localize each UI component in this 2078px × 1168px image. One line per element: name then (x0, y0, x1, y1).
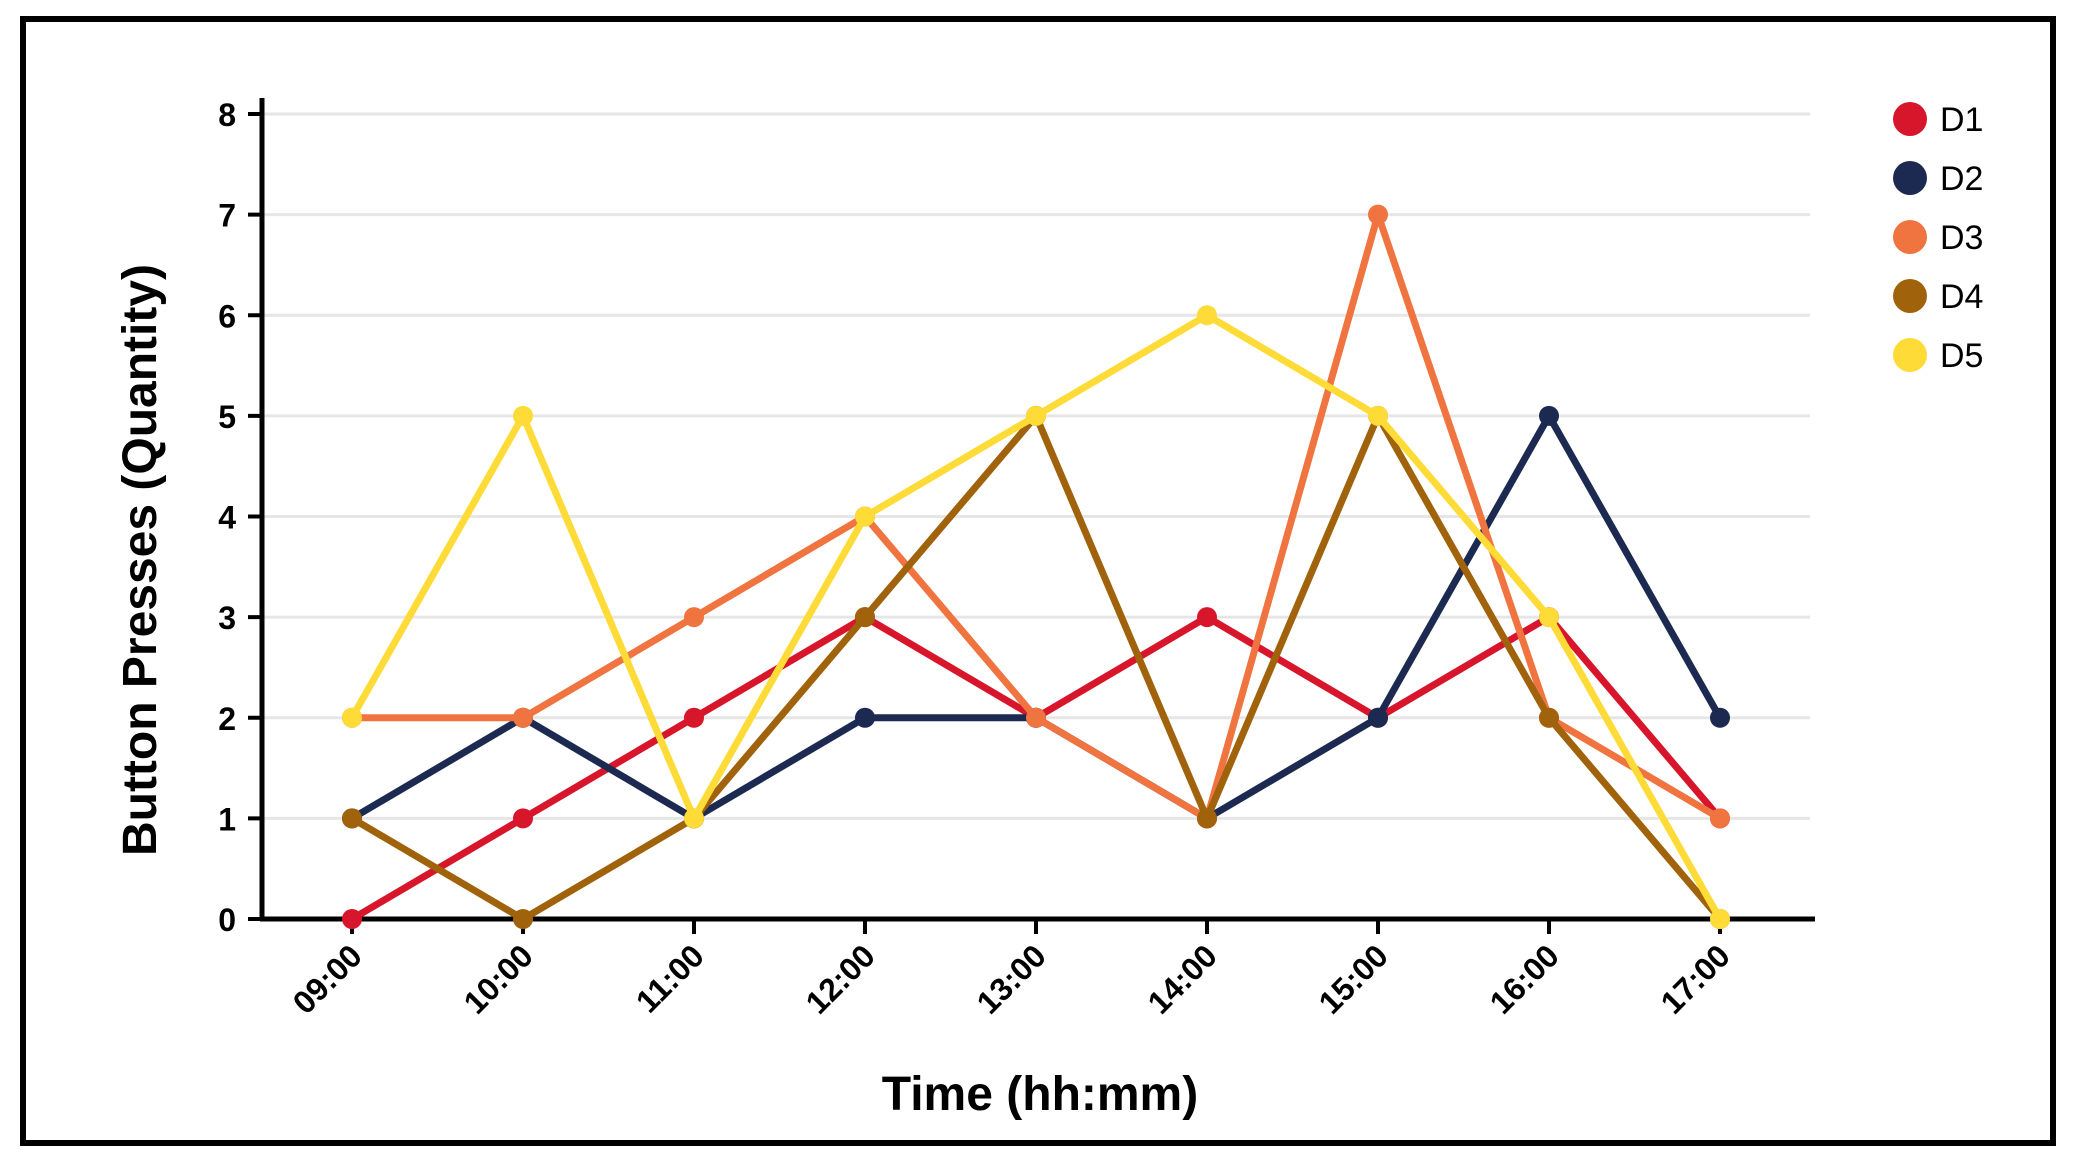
x-tick-label: 14:00 (1141, 937, 1224, 1020)
data-series (342, 204, 1730, 929)
data-point-d4 (342, 808, 362, 829)
y-tick-label: 3 (218, 600, 236, 636)
y-tick-label: 5 (218, 399, 236, 435)
y-tick-label: 1 (218, 801, 236, 837)
y-tick-label: 0 (218, 902, 236, 938)
data-point-d3 (1710, 808, 1730, 829)
data-point-d1 (684, 707, 704, 728)
data-point-d4 (513, 909, 533, 929)
data-point-d5 (1710, 909, 1730, 929)
x-tick-label: 16:00 (1483, 937, 1566, 1020)
legend-item-d2: D2 (1893, 160, 1983, 198)
y-tick-label: 8 (218, 97, 236, 133)
data-point-d4 (1197, 808, 1217, 829)
legend-label: D3 (1940, 219, 1983, 257)
y-tick-label: 7 (218, 198, 236, 234)
legend-item-d3: D3 (1893, 219, 1983, 257)
data-point-d1 (1197, 607, 1217, 628)
series-d5 (342, 305, 1730, 929)
data-point-d2 (855, 707, 875, 728)
data-point-d2 (1368, 707, 1388, 728)
data-point-d5 (1539, 607, 1559, 628)
x-tick-label: 10:00 (457, 937, 540, 1020)
y-axis-title: Button Presses (Quantity) (114, 264, 167, 856)
legend-marker (1893, 338, 1927, 372)
data-point-d5 (684, 808, 704, 829)
legend-marker (1893, 161, 1927, 195)
series-d1 (342, 607, 1730, 929)
x-tick-label: 12:00 (799, 937, 882, 1020)
x-tick-label: 13:00 (970, 937, 1053, 1020)
legend-marker (1893, 220, 1927, 254)
data-point-d5 (1026, 405, 1046, 426)
data-point-d4 (855, 607, 875, 628)
legend: D1 D2 D3 D4 D5 (1893, 101, 1983, 375)
data-point-d3 (513, 707, 533, 728)
data-point-d1 (342, 909, 362, 929)
legend-item-d4: D4 (1893, 278, 1983, 316)
data-point-d3 (684, 607, 704, 628)
x-tick-label: 17:00 (1654, 937, 1737, 1020)
legend-marker (1893, 279, 1927, 313)
data-point-d4 (1539, 707, 1559, 728)
y-tick-label: 4 (218, 500, 236, 536)
legend-label: D5 (1940, 337, 1983, 375)
y-tick-label: 6 (218, 298, 236, 334)
data-point-d2 (1710, 707, 1730, 728)
data-point-d5 (513, 405, 533, 426)
axis-ticks: 0 1 2 3 4 5 6 7 8 09:00 10:00 11:00 12:00 13:00 14:00 1… (218, 97, 1737, 1021)
data-point-d5 (342, 707, 362, 728)
y-tick-label: 2 (218, 701, 236, 737)
legend-label: D2 (1940, 160, 1983, 198)
legend-label: D4 (1940, 278, 1983, 316)
x-tick-label: 11:00 (629, 937, 711, 1019)
legend-item-d5: D5 (1893, 337, 1983, 375)
data-point-d3 (1368, 204, 1388, 225)
data-point-d5 (1368, 405, 1388, 426)
data-point-d3 (1026, 707, 1046, 728)
x-axis-title: Time (hh:mm) (882, 1068, 1198, 1121)
x-tick-label: 09:00 (286, 937, 369, 1020)
x-tick-label: 15:00 (1312, 937, 1395, 1020)
chart-frame (20, 16, 2056, 1146)
axes (259, 98, 1815, 922)
data-point-d5 (1197, 305, 1217, 326)
legend-item-d1: D1 (1893, 101, 1983, 139)
data-point-d5 (855, 506, 875, 527)
legend-label: D1 (1940, 101, 1983, 139)
data-point-d2 (1539, 405, 1559, 426)
data-point-d1 (513, 808, 533, 829)
legend-marker (1893, 102, 1927, 136)
